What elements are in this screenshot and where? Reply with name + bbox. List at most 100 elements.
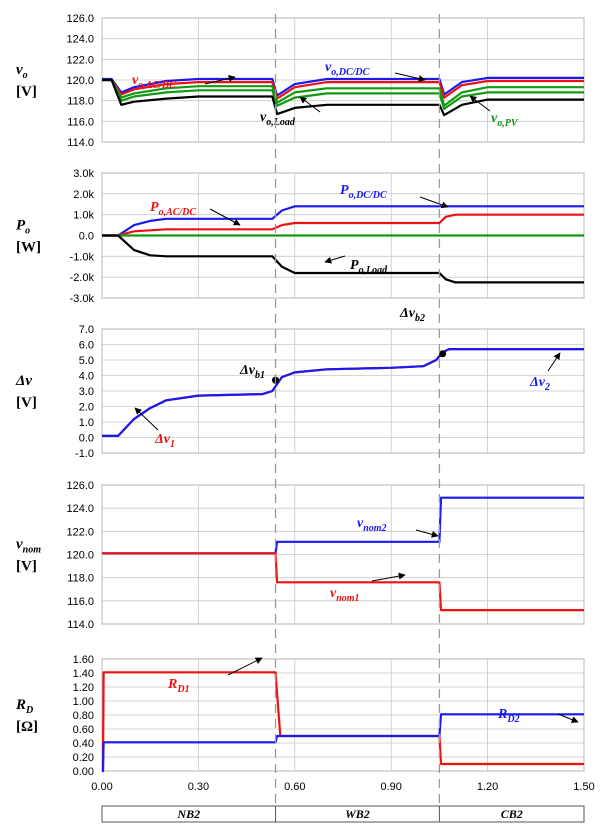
y-tick-label: 120.0: [66, 550, 94, 562]
y-tick-label: -1.0: [75, 448, 94, 460]
y-axis-label: vo: [16, 62, 28, 81]
y-tick-label: 0.0: [79, 231, 94, 243]
y-tick-label: 2.0k: [73, 189, 94, 201]
y-tick-label: 1.20: [73, 682, 94, 694]
y-tick-label: 116.0: [67, 596, 94, 608]
series-annotation: Po,Load: [350, 258, 388, 276]
y-tick-label: 0.80: [73, 710, 94, 722]
y-axis-unit: [V]: [16, 559, 37, 575]
y-tick-label: 0.0: [79, 433, 94, 445]
x-tick-label: 1.50: [573, 781, 594, 793]
annotation-arrow: [371, 572, 406, 582]
chart-panel-4: 126.0 124.0 122.0 120.0 118.0 116.0 114.0 vnom […: [16, 480, 585, 631]
y-tick-label: 126.0: [66, 13, 94, 25]
x-tick-label: 0.00: [91, 781, 112, 793]
y-tick-label: 126.0: [66, 480, 94, 492]
annotation-arrow: [209, 208, 241, 226]
annotation-arrow: [134, 407, 159, 431]
annotation-arrow: [469, 95, 491, 112]
series-annotation: Po,DC/DC: [340, 183, 387, 201]
y-axis-label: Po: [16, 218, 30, 237]
annotation-arrow: [419, 196, 449, 209]
series-line-5: [102, 78, 584, 117]
series-line-4: [102, 234, 584, 284]
y-tick-label: 0.20: [73, 752, 94, 764]
series-line-2: [102, 552, 584, 612]
y-axis-unit: [W]: [16, 240, 41, 256]
y-axis-label: vnom: [16, 537, 41, 556]
mode-bar: NB2 WB2 CB2: [101, 805, 585, 823]
x-tick-label: 0.90: [380, 781, 401, 793]
annotation-arrow: [415, 529, 439, 538]
y-tick-label: 1.0: [79, 417, 94, 429]
annotation-arrow: [227, 657, 263, 676]
annotation-arrow: [394, 72, 426, 82]
annotation-arrow: [299, 96, 321, 113]
series-annotation: vo,PV: [491, 111, 519, 129]
y-tick-label: 122.0: [66, 526, 94, 538]
y-tick-label: 4.0: [79, 371, 94, 383]
series-annotation: vnom1: [330, 586, 360, 604]
y-tick-label: -1.0k: [70, 251, 95, 263]
y-tick-label: 124.0: [66, 503, 94, 515]
y-tick-label: 116.0: [67, 116, 94, 128]
y-tick-label: 118.0: [67, 573, 94, 585]
y-tick-label: 118.0: [67, 96, 94, 108]
y-tick-label: -2.0k: [70, 272, 95, 284]
series-annotation: vnom2: [357, 516, 387, 534]
series-annotation: Δv2: [529, 375, 550, 393]
breakpoint-label: Δvb1: [239, 363, 265, 381]
y-tick-label: 2.0: [79, 402, 94, 414]
mode-label: CB2: [501, 807, 523, 821]
y-tick-label: 114.0: [67, 619, 94, 631]
annotation-arrow: [557, 713, 579, 723]
y-axis-unit: [V]: [16, 84, 37, 100]
annotation-arrow: [324, 255, 346, 264]
y-tick-label: 124.0: [66, 34, 94, 46]
series-annotation: vo,Load: [260, 110, 296, 128]
series-annotation: RD1: [167, 677, 190, 695]
y-tick-label: 6.0: [79, 340, 94, 352]
series-line-2: [102, 78, 584, 100]
y-tick-label: 1.60: [73, 654, 94, 666]
y-tick-label: 122.0: [66, 54, 94, 66]
series-line-2: [102, 213, 584, 237]
y-tick-label: 0.00: [73, 766, 94, 778]
y-axis-unit: [Ω]: [16, 719, 38, 735]
x-tick-label: 0.30: [188, 781, 209, 793]
chart-panel-2: 3.0k 2.0k 1.0k 0.0 -1.0k -2.0k -3.0k Po [W] Po,AC…: [16, 168, 585, 305]
y-axis-unit: [V]: [16, 395, 37, 411]
series-line-2: [102, 348, 584, 437]
y-tick-label: 3.0k: [73, 168, 94, 180]
annotation-arrow: [204, 75, 236, 85]
breakpoint-label: Δvb2: [399, 306, 425, 324]
y-axis-label: Δv: [15, 373, 32, 389]
y-axis-label: RD: [15, 697, 33, 716]
chart-panel-3: 7.0 6.0 5.0 4.0 3.0 2.0 1.0 0.0 -1.0 Δv [V] Δvb1 Δvb…: [15, 306, 585, 460]
y-tick-label: 7.0: [79, 324, 94, 336]
series-annotation: Δv1: [154, 432, 175, 450]
series-line-2: [101, 713, 584, 773]
y-tick-label: 3.0: [79, 386, 94, 398]
x-tick-label: 1.20: [477, 781, 498, 793]
y-tick-label: 1.00: [73, 696, 94, 708]
y-tick-label: 1.40: [73, 668, 94, 680]
annotation-arrow: [547, 352, 561, 372]
y-tick-label: 1.0k: [73, 210, 94, 222]
series-annotation: vo,AC/DC: [132, 73, 176, 91]
y-tick-label: 114.0: [67, 137, 94, 149]
mode-label: NB2: [176, 807, 200, 821]
series-annotation: vo,DC/DC: [325, 60, 370, 78]
series-line-4: [102, 78, 584, 110]
mode-label: WB2: [345, 807, 370, 821]
y-tick-label: 120.0: [66, 75, 94, 87]
y-tick-label: 5.0: [79, 355, 94, 367]
x-tick-label: 0.60: [284, 781, 305, 793]
chart-panel-1: 126.0 124.0 122.0 120.0 118.0 116.0 114.0 vo [V]…: [16, 13, 585, 149]
series-annotation: RD2: [497, 707, 520, 725]
series-annotation: Po,AC/DC: [150, 200, 196, 218]
y-tick-label: -3.0k: [70, 293, 95, 305]
y-tick-label: 0.60: [73, 724, 94, 736]
chart-panel-5: 1.60 1.40 1.20 1.00 0.80 0.60 0.40 0.20 0.00 RD [Ω…: [15, 654, 585, 778]
